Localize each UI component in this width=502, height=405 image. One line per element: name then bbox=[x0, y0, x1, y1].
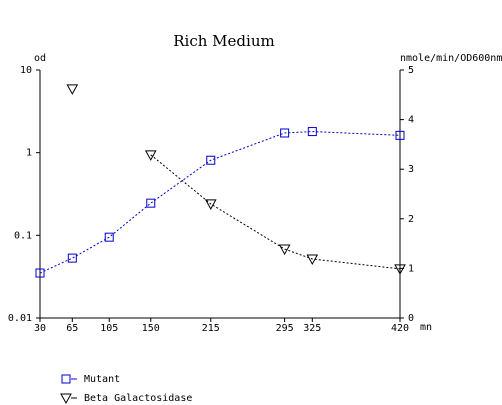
marker bbox=[278, 244, 291, 256]
y-tick-label: 0.1 bbox=[14, 230, 32, 241]
x-axis-label: mn bbox=[420, 322, 432, 333]
marker bbox=[146, 198, 156, 208]
x-tick-label: 105 bbox=[100, 323, 118, 334]
y2-tick-label: 5 bbox=[408, 65, 414, 76]
series-line bbox=[150, 154, 401, 270]
y2-tick-label: 0 bbox=[408, 313, 414, 324]
marker bbox=[67, 253, 77, 263]
x-tick-label: 150 bbox=[142, 323, 160, 334]
legend-marker bbox=[61, 374, 71, 384]
y-tick-label: 0.01 bbox=[8, 313, 32, 324]
marker bbox=[35, 268, 45, 278]
y2-axis-label: nmole/min/OD600nm bbox=[400, 53, 502, 64]
y2-tick-label: 4 bbox=[408, 115, 414, 126]
legend-label: Beta Galactosidase bbox=[84, 393, 192, 404]
y2-tick-label: 1 bbox=[408, 263, 414, 274]
marker bbox=[394, 264, 406, 275]
legend-marker bbox=[60, 393, 72, 405]
marker bbox=[307, 127, 317, 137]
y2-tick-label: 3 bbox=[408, 164, 414, 175]
marker bbox=[144, 150, 157, 161]
x-tick-label: 30 bbox=[34, 323, 46, 334]
chart-title: Rich Medium bbox=[173, 32, 274, 50]
x-tick-label: 295 bbox=[276, 323, 294, 334]
marker bbox=[66, 84, 79, 95]
y2-tick-label: 2 bbox=[408, 214, 414, 225]
y-tick-label: 10 bbox=[20, 65, 32, 76]
marker bbox=[306, 254, 319, 266]
marker bbox=[104, 232, 114, 242]
x-tick-label: 420 bbox=[391, 323, 409, 334]
x-tick-label: 215 bbox=[202, 323, 220, 334]
marker bbox=[206, 155, 216, 165]
series-line bbox=[39, 131, 401, 274]
y-axis-label: od bbox=[34, 53, 46, 64]
legend-label: Mutant bbox=[84, 374, 120, 385]
y-tick-label: 1 bbox=[26, 148, 32, 159]
marker bbox=[280, 128, 290, 138]
x-tick-label: 65 bbox=[66, 323, 78, 334]
marker bbox=[204, 199, 217, 210]
x-tick-label: 325 bbox=[303, 323, 321, 334]
marker bbox=[395, 130, 405, 140]
